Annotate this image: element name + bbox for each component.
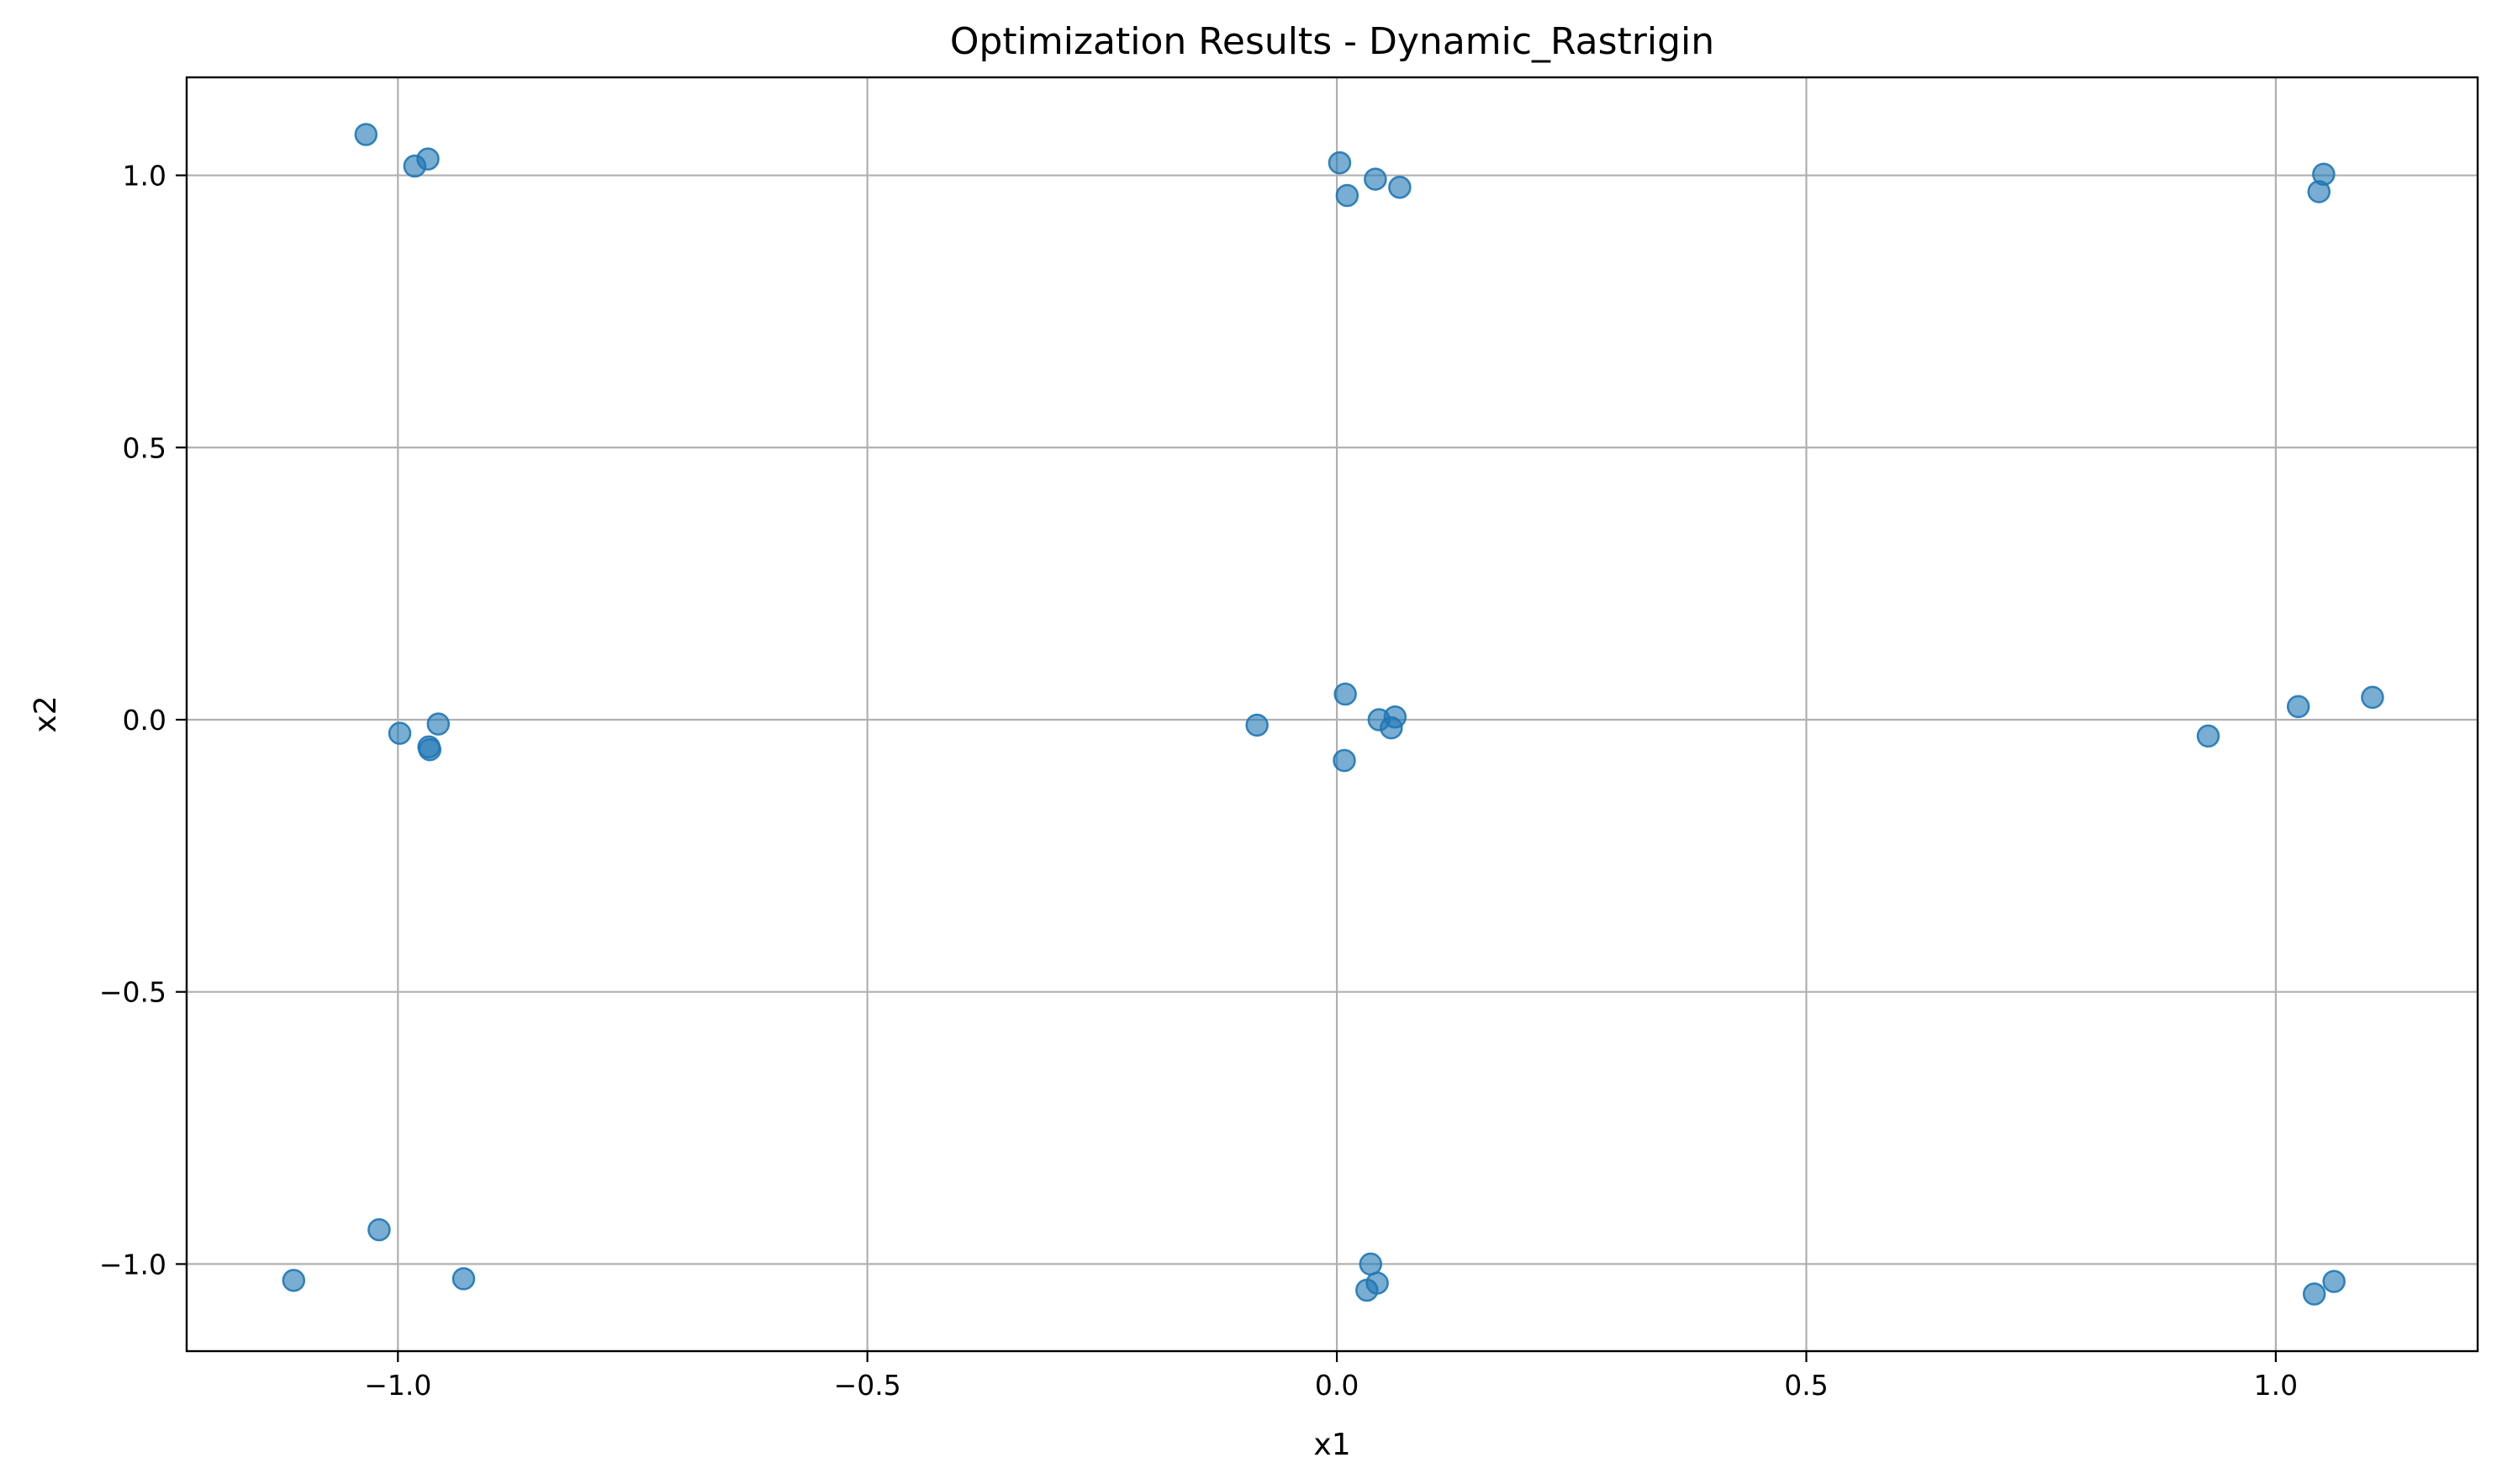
scatter-point bbox=[388, 721, 412, 745]
data-points bbox=[282, 123, 2384, 1306]
scatter-point bbox=[1333, 682, 1357, 706]
x-tick-label: −0.5 bbox=[834, 1369, 901, 1402]
scatter-point bbox=[416, 147, 440, 171]
scatter-point bbox=[1245, 713, 1269, 737]
plot-frame bbox=[185, 76, 2479, 1353]
scatter-point bbox=[2307, 180, 2331, 203]
scatter-point bbox=[2302, 1282, 2326, 1306]
plot-background bbox=[187, 77, 2478, 1351]
x-axis-label: x1 bbox=[1313, 1428, 1350, 1462]
x-tick-label: −1.0 bbox=[364, 1369, 431, 1402]
x-tick-label: 1.0 bbox=[2254, 1369, 2298, 1402]
scatter-point bbox=[354, 123, 378, 146]
x-axis-ticks: −1.0 −0.5 0.0 0.5 1.0 bbox=[364, 1351, 2298, 1402]
scatter-point bbox=[1359, 1252, 1383, 1276]
y-axis-label: x2 bbox=[29, 695, 63, 732]
x-tick-label: 0.0 bbox=[1315, 1369, 1359, 1402]
scatter-point bbox=[451, 1267, 476, 1291]
chart-title: Optimization Results - Dynamic_Rastrigin bbox=[950, 20, 1714, 63]
scatter-point bbox=[2322, 1270, 2346, 1293]
scatter-point bbox=[2286, 694, 2310, 719]
scatter-point bbox=[1380, 716, 1403, 740]
scatter-point bbox=[1333, 748, 1356, 773]
scatter-point bbox=[282, 1269, 306, 1292]
scatter-point bbox=[367, 1217, 391, 1242]
y-tick-label: 0.5 bbox=[123, 431, 166, 464]
y-tick-label: −0.5 bbox=[99, 976, 166, 1009]
y-tick-label: 0.0 bbox=[123, 704, 166, 737]
y-tick-label: 1.0 bbox=[123, 160, 166, 193]
scatter-point bbox=[1388, 176, 1412, 199]
scatter-point bbox=[1364, 167, 1387, 191]
scatter-point bbox=[418, 737, 442, 762]
grid bbox=[187, 77, 2478, 1351]
x-tick-label: 0.5 bbox=[1784, 1369, 1828, 1402]
scatter-point bbox=[2196, 724, 2220, 748]
scatter-point bbox=[1328, 151, 1352, 175]
y-tick-label: −1.0 bbox=[99, 1248, 166, 1281]
scatter-point bbox=[426, 712, 451, 736]
scatter-point bbox=[1335, 183, 1359, 208]
scatter-point bbox=[2361, 685, 2384, 710]
y-axis-ticks: −1.0 −0.5 0.0 0.5 1.0 bbox=[99, 160, 187, 1281]
scatter-point bbox=[1355, 1278, 1379, 1302]
